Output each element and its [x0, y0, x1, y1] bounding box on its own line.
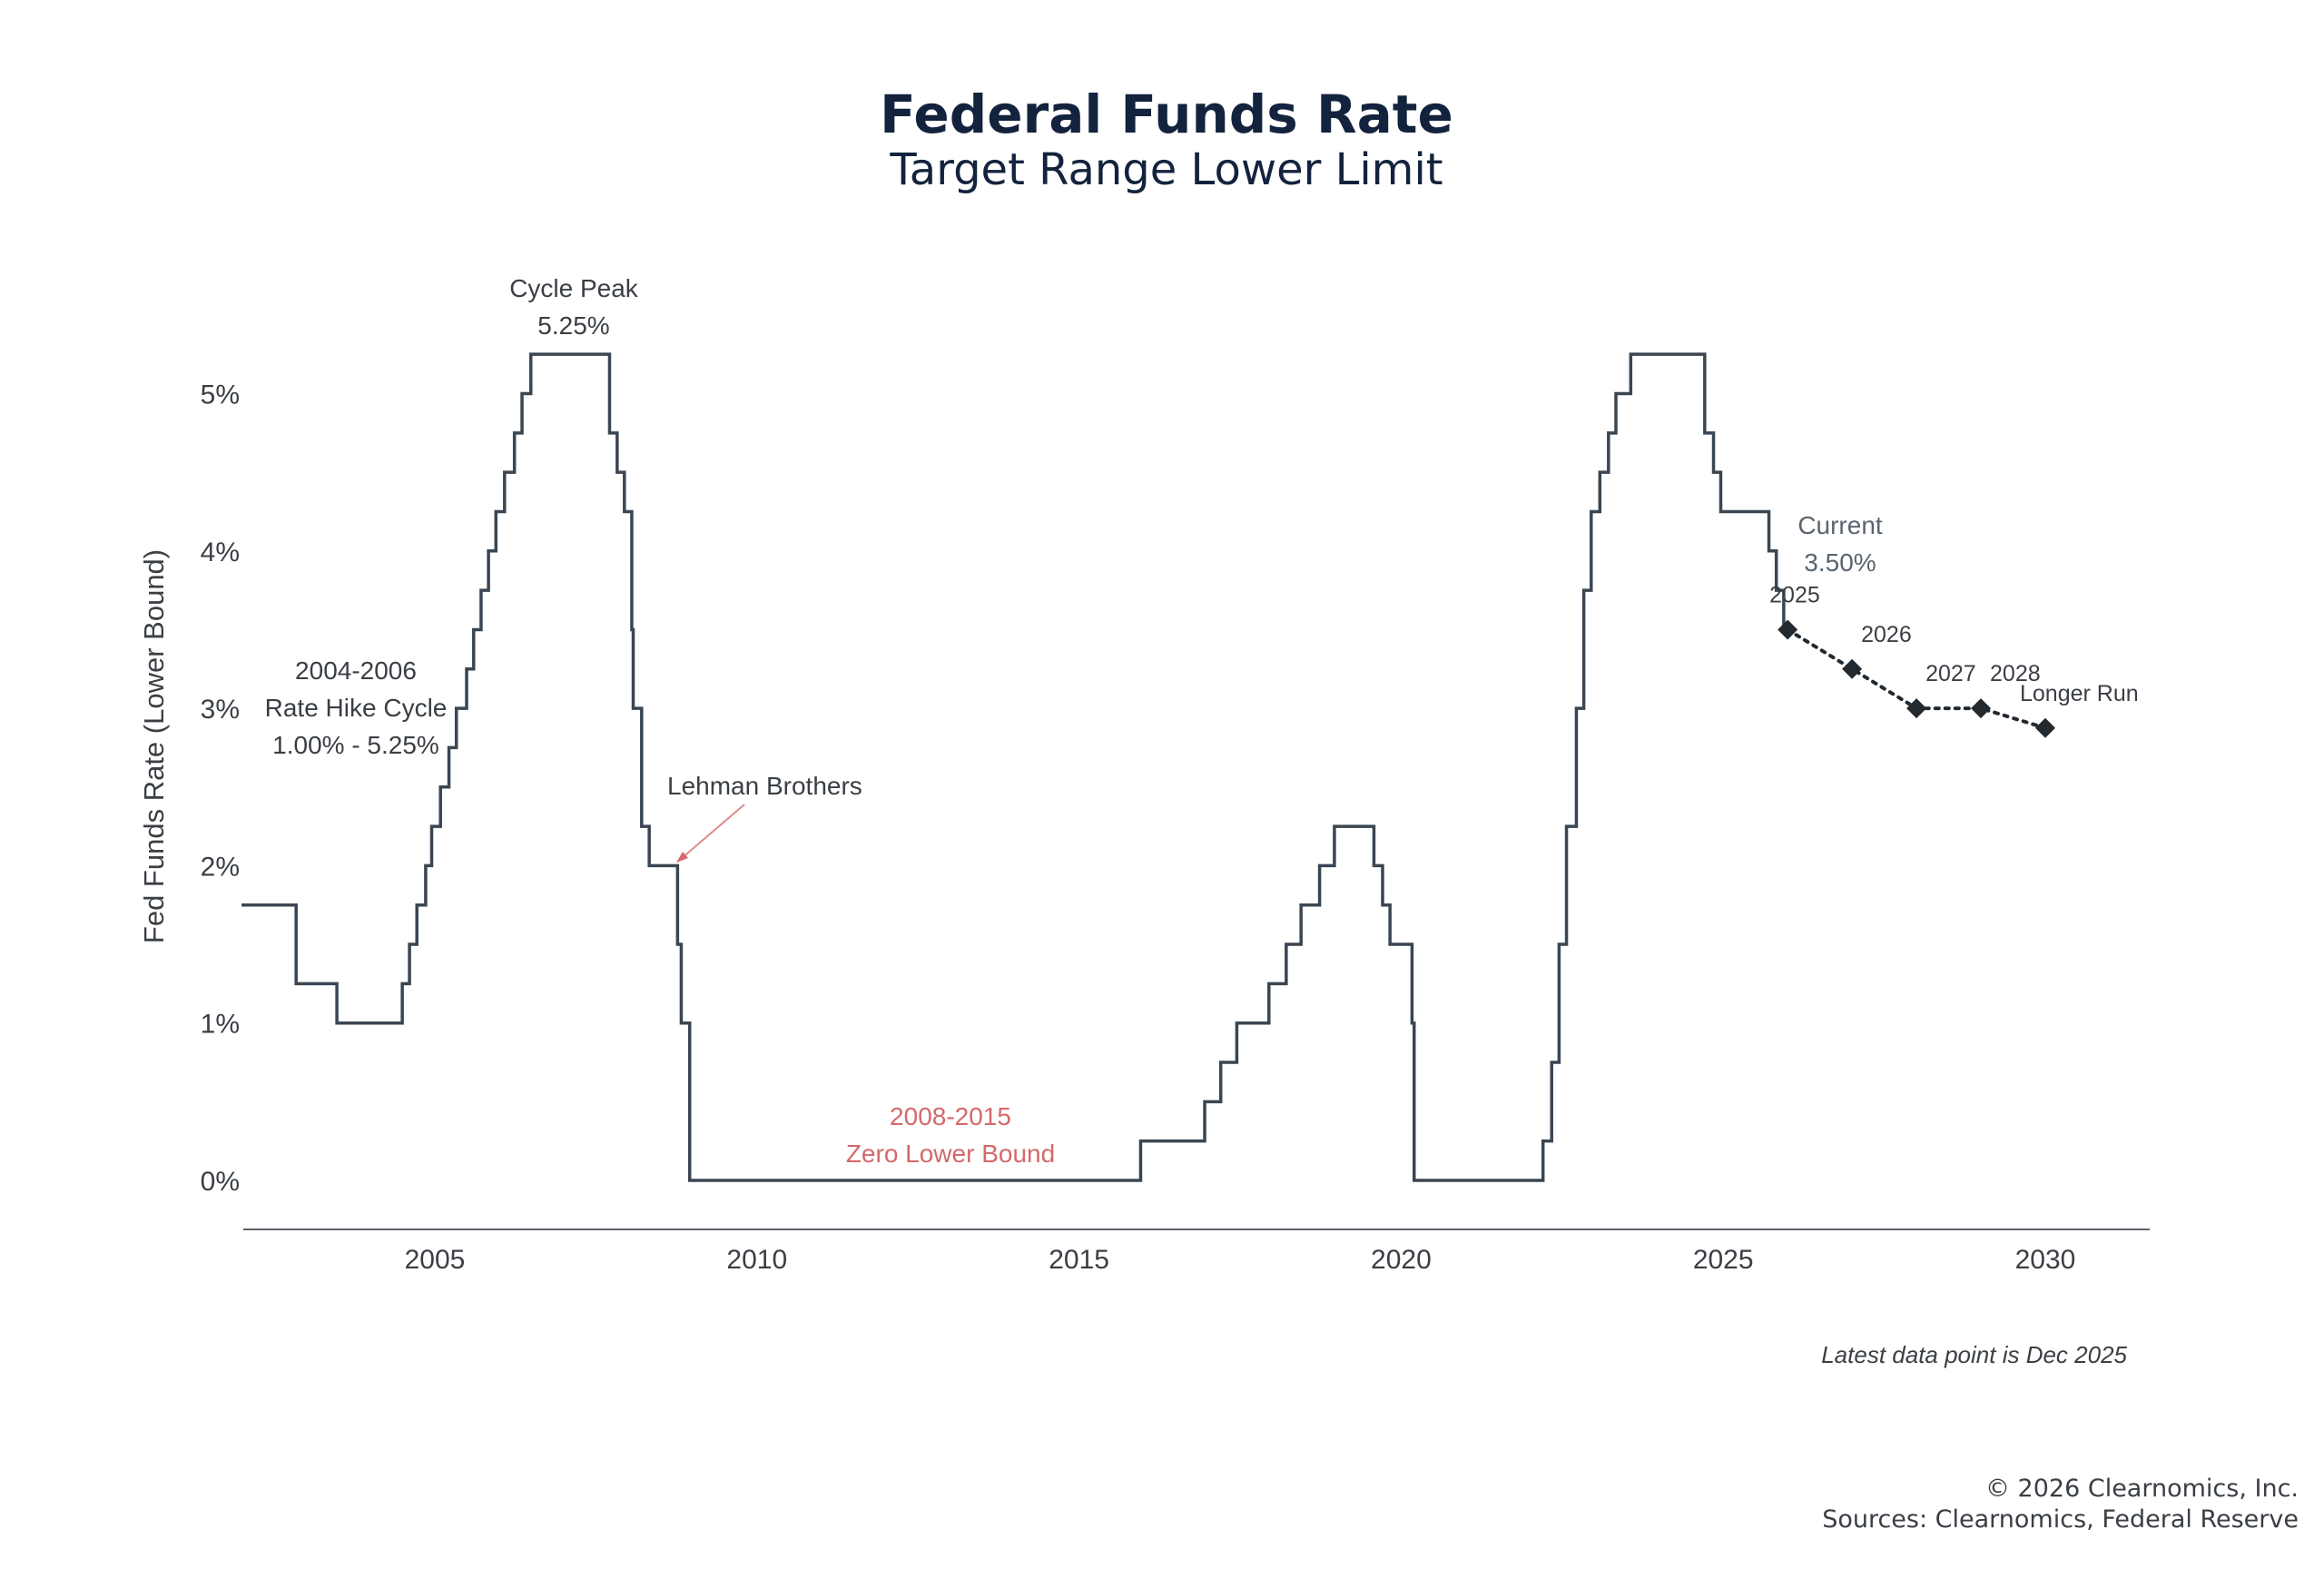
projection-label: 2027 [1925, 661, 1976, 686]
projection-label: 2025 [1769, 582, 1820, 607]
chart-title: Federal Funds Rate [880, 84, 1453, 145]
annotation-lehman: Lehman Brothers [667, 772, 862, 800]
projection-label: 2026 [1861, 622, 1912, 647]
x-tick-label: 2005 [405, 1245, 466, 1275]
x-axis-ticks: 2005 2010 2015 2020 2025 2030 [405, 1245, 2076, 1275]
annotation-current: Current [1797, 511, 1883, 539]
sources: Sources: Clearnomics, Federal Reserve [1822, 1505, 2299, 1534]
annotation-hike-range: 1.00% - 5.25% [272, 731, 439, 759]
y-tick-label: 1% [201, 1010, 240, 1040]
y-tick-label: 4% [201, 538, 240, 567]
projection-marker [1971, 698, 1992, 719]
y-tick-label: 0% [201, 1167, 240, 1197]
x-tick-label: 2015 [1049, 1245, 1109, 1275]
chart-subtitle: Target Range Lower Limit [889, 144, 1443, 195]
x-tick-label: 2025 [1693, 1245, 1754, 1275]
projection-label: Longer Run [2020, 681, 2139, 706]
y-tick-label: 3% [201, 695, 240, 725]
annotation-hike-label: Rate Hike Cycle [265, 694, 448, 722]
y-tick-label: 5% [201, 380, 240, 410]
annotation-hike-years: 2004-2006 [295, 656, 417, 685]
y-tick-label: 2% [201, 852, 240, 882]
series-group [241, 352, 2055, 1182]
projection-label: 2028 [1990, 661, 2041, 686]
x-tick-label: 2010 [726, 1245, 787, 1275]
lehman-arrowhead [676, 852, 688, 863]
y-axis-label: Fed Funds Rate (Lower Bound) [138, 549, 170, 943]
x-tick-label: 2030 [2015, 1245, 2076, 1275]
projection-marker [2035, 717, 2055, 738]
projection-marker [1777, 619, 1798, 640]
annotation-zlb-label: Zero Lower Bound [846, 1140, 1055, 1168]
lehman-arrow [680, 804, 745, 860]
x-tick-label: 2020 [1371, 1245, 1432, 1275]
projection-marker [1842, 658, 1863, 679]
copyright: © 2026 Clearnomics, Inc. [1985, 1475, 2299, 1503]
fed-funds-step-line [241, 352, 1787, 1182]
annotation-cycle-peak: Cycle Peak [509, 274, 639, 302]
latest-data-note: Latest data point is Dec 2025 [1821, 1341, 2127, 1368]
projection-marker [1906, 698, 1927, 719]
annotation-cycle-peak-value: 5.25% [537, 311, 609, 340]
annotation-zlb-years: 2008-2015 [890, 1102, 1011, 1130]
y-axis-ticks: 0% 1% 2% 3% 4% 5% [201, 380, 240, 1198]
annotation-current-value: 3.50% [1804, 548, 1876, 577]
